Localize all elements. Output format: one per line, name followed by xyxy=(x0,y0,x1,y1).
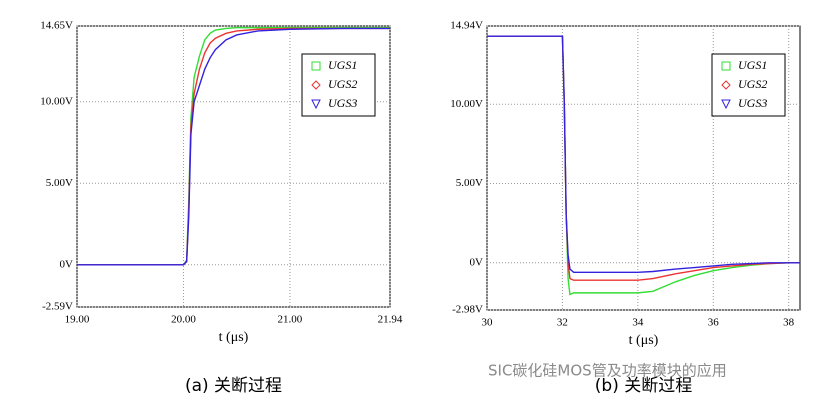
x-tick-label: 38 xyxy=(783,317,795,329)
y-tick-label: 5.00V xyxy=(456,177,483,189)
series-line xyxy=(487,35,800,273)
x-tick-label: 36 xyxy=(708,317,720,329)
legend-box xyxy=(711,53,786,117)
legend-marker xyxy=(311,61,321,71)
x-axis-label: t (μs) xyxy=(219,330,249,345)
y-tick-label: -2.98V xyxy=(452,304,483,316)
legend-label: UGS3 xyxy=(328,96,357,110)
series-line xyxy=(77,26,390,266)
caption: (b) 关断过程 xyxy=(595,376,692,396)
legend-label: UGS3 xyxy=(738,96,767,110)
caption: (a) 关断过程 xyxy=(185,376,282,396)
legend-label: UGS1 xyxy=(738,58,767,72)
y-tick-label: 14.65V xyxy=(40,20,73,32)
y-tick-label: 5.00V xyxy=(46,177,73,189)
y-tick-label: 0V xyxy=(60,258,74,270)
y-tick-label: -2.59V xyxy=(42,301,73,313)
legend-marker xyxy=(721,80,731,90)
legend-box xyxy=(301,53,376,117)
y-tick-label: 14.94V xyxy=(450,20,483,32)
x-tick-label: 21.94 xyxy=(378,314,403,326)
legend-label: UGS1 xyxy=(328,58,357,72)
y-tick-label: 10.00V xyxy=(450,98,483,110)
legend-marker xyxy=(721,99,731,110)
x-tick-label: 32 xyxy=(557,317,568,329)
legend-marker xyxy=(311,80,321,90)
y-tick-label: 10.00V xyxy=(40,95,73,107)
legend-label: UGS2 xyxy=(328,77,357,91)
x-tick-label: 34 xyxy=(632,317,644,329)
legend-marker xyxy=(311,99,321,110)
x-axis-label: t (μs) xyxy=(629,333,659,348)
x-tick-label: 20.00 xyxy=(171,314,196,326)
x-tick-label: 21.00 xyxy=(278,314,303,326)
x-tick-label: 30 xyxy=(482,317,494,329)
legend-label: UGS2 xyxy=(738,77,767,91)
x-tick-label: 19.00 xyxy=(65,314,90,326)
y-tick-label: 0V xyxy=(470,256,484,268)
watermark: SIC碳化硅MOS管及功率模块的应用 xyxy=(488,362,727,380)
legend-marker xyxy=(721,61,731,71)
series-line xyxy=(77,27,390,266)
